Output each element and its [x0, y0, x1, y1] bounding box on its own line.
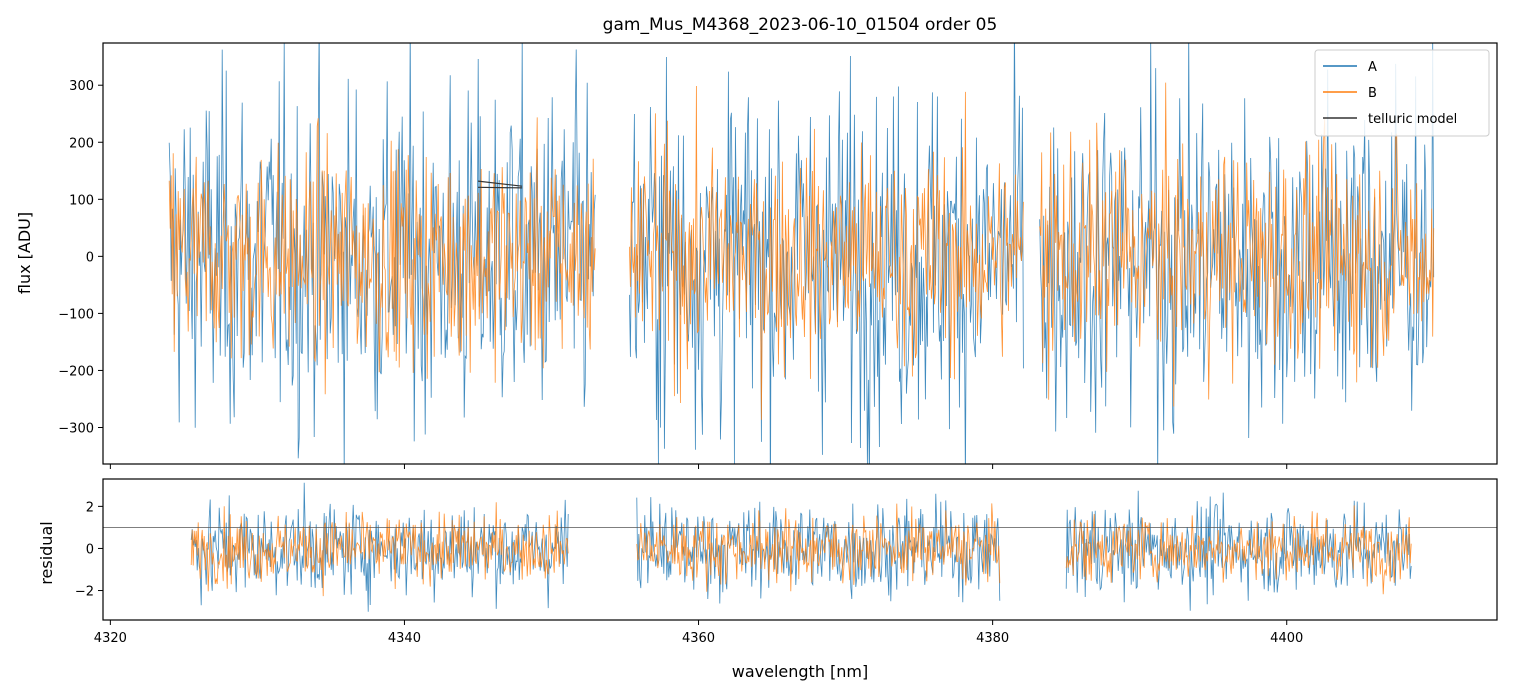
residual-axes-frame — [102, 478, 1498, 621]
flux-trace-a-segment-3 — [1039, 43, 1435, 464]
flux-axes-frame — [102, 42, 1498, 465]
residual-x-tick-label: 4320 — [94, 631, 127, 646]
flux-y-tick-label: 200 — [69, 136, 94, 151]
residual-y-tick-label: 0 — [86, 542, 94, 557]
residual-trace-a-segment-3 — [1065, 490, 1412, 611]
residual-trace-b-segment-2 — [636, 503, 1001, 592]
residual-trace-b-segment-1 — [190, 502, 569, 597]
telluric-model-lines — [477, 180, 523, 189]
flux-trace-b-segment-2 — [629, 85, 1024, 420]
residual-noise-traces — [190, 482, 1412, 612]
legend: A B telluric model — [1314, 49, 1490, 137]
residual-panel: −2 0 2 4320 4340 4360 4380 4400 residual — [37, 478, 1498, 646]
flux-trace-b-segment-1 — [168, 117, 596, 395]
telluric-model-line-2-segment-5 — [477, 180, 523, 187]
flux-y-tick-label: 100 — [69, 193, 94, 208]
residual-x-ticks: 4320 4340 4360 4380 4400 — [94, 620, 1303, 646]
chart-title: gam_Mus_M4368_2023-06-10_01504 order 05 — [603, 15, 998, 35]
flux-plot-area — [168, 43, 1435, 464]
legend-label-a: A — [1368, 60, 1377, 75]
residual-plot-area — [103, 482, 1497, 612]
residual-x-tick-label: 4340 — [388, 631, 421, 646]
flux-y-tick-label: −200 — [58, 364, 94, 379]
flux-y-ticks: −300 −200 −100 0 100 200 300 — [58, 79, 103, 436]
residual-x-tick-label: 4360 — [682, 631, 715, 646]
residual-y-label: residual — [37, 521, 56, 584]
flux-y-label: flux [ADU] — [15, 212, 34, 294]
flux-panel: −300 −200 −100 0 100 200 300 flux [ADU] A B te… — [15, 42, 1498, 469]
legend-box — [1314, 49, 1490, 137]
telluric-model-line-1-segment-5 — [477, 186, 523, 189]
legend-label-b: B — [1368, 86, 1377, 101]
flux-x-ticks — [109, 464, 1288, 469]
residual-y-ticks: −2 0 2 — [75, 500, 103, 600]
residual-y-tick-label: 2 — [86, 500, 94, 515]
residual-trace-a-segment-2 — [636, 493, 1001, 604]
residual-trace-b-segment-3 — [1065, 505, 1412, 595]
legend-label-telluric-model: telluric model — [1368, 112, 1457, 127]
residual-x-tick-label: 4380 — [976, 631, 1009, 646]
flux-y-tick-label: −300 — [58, 421, 94, 436]
residual-x-tick-label: 4400 — [1270, 631, 1303, 646]
flux-trace-b-segment-3 — [1039, 82, 1435, 407]
flux-y-tick-label: 300 — [69, 79, 94, 94]
flux-noise-traces — [168, 43, 1435, 464]
x-axis-label: wavelength [nm] — [732, 662, 869, 681]
residual-y-tick-label: −2 — [75, 585, 94, 600]
flux-y-tick-label: 0 — [86, 250, 94, 265]
flux-y-tick-label: −100 — [58, 307, 94, 322]
